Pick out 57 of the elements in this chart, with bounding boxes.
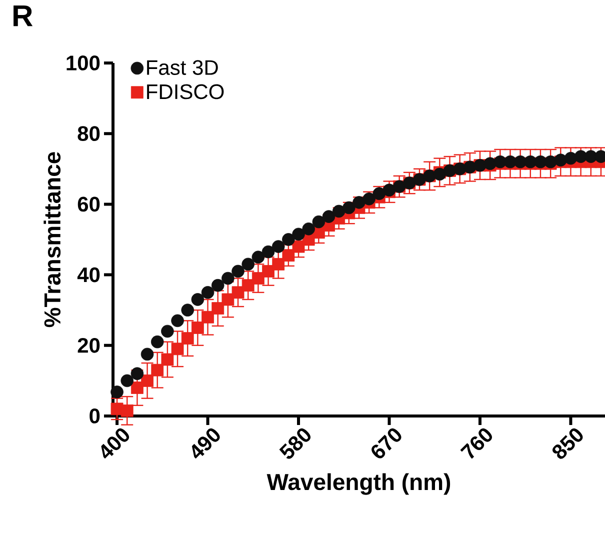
y-tick-label: 60	[78, 196, 100, 212]
point	[242, 258, 254, 271]
point	[232, 286, 244, 299]
y-tick-label: 20	[78, 338, 100, 353]
point	[222, 272, 234, 285]
point	[161, 324, 174, 338]
text: R	[14, 6, 33, 26]
point	[171, 314, 184, 328]
point	[171, 342, 184, 356]
point	[191, 293, 204, 306]
point	[262, 245, 275, 258]
legend-label: FDISCO	[147, 84, 224, 100]
x-tick-label: 760	[460, 428, 492, 459]
point	[181, 304, 194, 316]
x-axis-title: Wavelength (nm)	[266, 473, 450, 495]
point	[232, 264, 244, 278]
point	[282, 233, 295, 246]
point	[211, 278, 224, 292]
point	[151, 364, 164, 376]
point	[252, 250, 265, 264]
point	[262, 265, 274, 278]
y-tick-label: 40	[77, 267, 100, 282]
point	[191, 322, 204, 334]
point	[150, 335, 164, 348]
point	[352, 196, 366, 209]
legend-label: Fast 3D	[147, 60, 218, 75]
point	[120, 404, 134, 417]
x-tick-label: 670	[372, 428, 402, 458]
point	[282, 249, 295, 262]
point	[342, 201, 356, 214]
x-tick-label: 850	[552, 428, 583, 459]
point	[181, 332, 194, 345]
point	[302, 222, 315, 236]
x-tick-label: 400	[101, 428, 130, 459]
point	[242, 279, 254, 292]
point	[322, 210, 336, 223]
point	[120, 374, 134, 388]
x-tick-label: 490	[192, 428, 220, 459]
point	[312, 215, 326, 228]
point	[141, 374, 154, 387]
point	[202, 310, 214, 324]
y-axis-title: %Transmittance	[44, 152, 61, 328]
y-tick-label: 0	[90, 408, 100, 424]
point	[140, 348, 154, 361]
point	[201, 286, 214, 299]
point	[332, 204, 346, 218]
point	[252, 272, 264, 285]
point	[222, 293, 234, 306]
x-tick-label: 580	[279, 428, 311, 459]
point	[272, 240, 285, 253]
y-tick-label: 80	[78, 126, 100, 142]
point	[161, 353, 174, 366]
point	[212, 302, 224, 315]
point	[292, 228, 305, 241]
point	[272, 258, 285, 270]
y-tick-label: 100	[66, 56, 100, 70]
point	[130, 367, 144, 380]
